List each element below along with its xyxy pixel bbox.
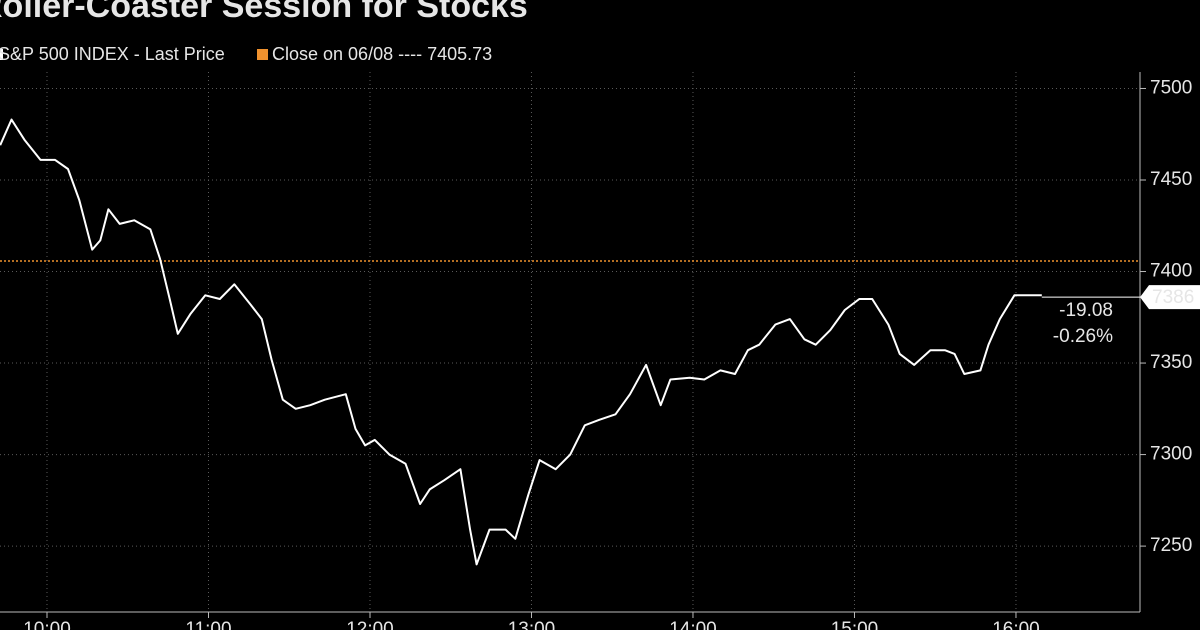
x-tick-label: 15:00 bbox=[831, 619, 879, 630]
y-tick-label: 7400 bbox=[1150, 261, 1192, 282]
legend-swatch bbox=[0, 49, 3, 60]
y-tick-label: 7250 bbox=[1150, 535, 1192, 556]
last-price-tag bbox=[1140, 285, 1200, 310]
x-tick-label: 10:00 bbox=[23, 619, 71, 630]
last-price-label: 7386 bbox=[1152, 287, 1194, 308]
x-tick-label: 12:00 bbox=[346, 619, 394, 630]
legend-label: S&P 500 INDEX - Last Price bbox=[0, 44, 225, 64]
y-tick-label: 7300 bbox=[1150, 444, 1192, 465]
price-line bbox=[0, 118, 1042, 566]
y-tick-label: 7500 bbox=[1150, 77, 1192, 98]
chart-title: Roller-Coaster Session for Stocks bbox=[0, 0, 528, 25]
x-tick-label: 13:00 bbox=[508, 619, 556, 630]
change-annotation: -0.26% bbox=[1053, 326, 1113, 347]
y-tick-label: 7450 bbox=[1150, 169, 1192, 190]
change-annotation: -19.08 bbox=[1059, 300, 1113, 321]
legend-swatch bbox=[257, 49, 268, 60]
x-tick-label: 11:00 bbox=[185, 619, 231, 630]
x-tick-label: 16:00 bbox=[992, 619, 1040, 630]
legend-label: Close on 06/08 ---- 7405.73 bbox=[272, 44, 492, 64]
x-tick-label: 14:00 bbox=[669, 619, 717, 630]
y-tick-label: 7350 bbox=[1150, 352, 1192, 373]
